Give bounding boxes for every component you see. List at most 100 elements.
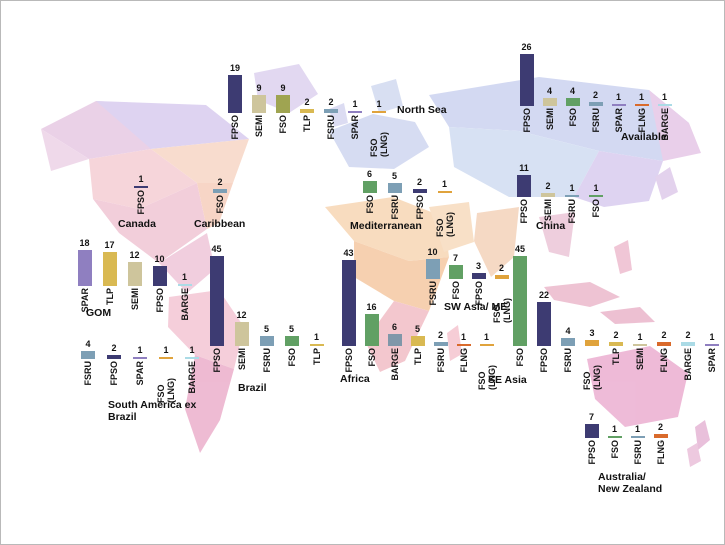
bar-china-fsru (565, 195, 579, 197)
bar-column: 43 (337, 242, 360, 346)
bar-canada-fpso (134, 186, 148, 188)
bar-column: 2 (536, 93, 560, 197)
bar-column: 6 (357, 89, 382, 193)
map-shape (329, 114, 429, 169)
category-label: FLNG (636, 108, 647, 133)
category-label-cell: FSO (508, 346, 532, 367)
category-label: FSRU (261, 348, 272, 373)
category-label-cell: FSO (360, 346, 383, 367)
bar-column: 2 (584, 2, 607, 106)
region-label-line: China (536, 220, 566, 232)
category-label: FLNG (458, 348, 469, 373)
category-label: FSO (366, 348, 377, 367)
category-label: SEMI (236, 348, 247, 371)
bar-se-asia-fpso (537, 302, 551, 346)
bars-row: 6 5 2 1 (357, 89, 457, 193)
map-shape (429, 202, 474, 252)
bar-value: 1 (376, 99, 382, 109)
category-label: SEMI (543, 199, 553, 222)
category-label: FSRU (435, 348, 446, 373)
bar-column: 9 (271, 9, 295, 113)
region-label-line: Brazil (238, 382, 267, 394)
bar-north-sea-semi (252, 95, 266, 113)
bar-available-semi (542, 98, 557, 106)
category-label: TLP (412, 348, 423, 365)
category-label-cell: FSO (603, 438, 626, 459)
map-shape (695, 420, 710, 450)
bars-row: 1 (129, 84, 153, 188)
bar-china-fpso (517, 175, 531, 197)
bar-column: 2 (676, 242, 700, 346)
category-label: FSO (591, 199, 601, 218)
category-labels-row: FPSO SEMI FSRU FSO TLP (204, 346, 329, 373)
bar-value: 43 (343, 248, 354, 258)
bar-value: 16 (366, 302, 377, 312)
bar-column: 2 (604, 242, 628, 346)
bar-value: 5 (391, 171, 397, 181)
bar-value: 10 (154, 254, 165, 264)
region-chart-se-asia: 45 22 4 3 2 1 2 2 1 FSO FPSO FSRU FSO (LNG) TLP SEMI FL… (508, 242, 724, 390)
category-label-cell: SPAR (607, 106, 630, 132)
region-label-se-asia: SE Asia (488, 374, 527, 386)
bar-north-sea-fso-lng (372, 111, 386, 113)
bar-australia-new-zealand-fso (607, 436, 622, 438)
bar-value: 1 (138, 174, 144, 184)
region-label-canada: Canada (118, 218, 156, 230)
bar-value: 45 (211, 244, 222, 254)
bar-column: 7 (580, 334, 603, 438)
bar-south-america-ex-brazil-fso-lng (159, 357, 173, 359)
bar-africa-fsru (433, 342, 448, 346)
map-shape (539, 212, 575, 257)
map-shape (96, 101, 249, 149)
category-label: FSRU (563, 348, 573, 373)
category-label-cell: BARGE (179, 359, 205, 394)
map-shape (600, 307, 655, 324)
bar-available-fsru (588, 102, 603, 106)
category-label: FSRU (632, 440, 643, 465)
category-label: SPAR (135, 361, 145, 386)
bar-value: 2 (328, 97, 334, 107)
category-label: TLP (302, 115, 312, 132)
bar-value: 6 (391, 322, 397, 332)
bar-brazil-fpso (209, 256, 224, 346)
bar-africa-barge (387, 334, 402, 346)
bars-row: 43 16 6 5 2 1 1 (337, 242, 498, 346)
category-label-cell: FSRU (421, 279, 444, 306)
category-label-cell: FSO (279, 346, 304, 367)
category-label-cell: SPAR (700, 346, 724, 372)
region-label-china: China (536, 220, 565, 232)
region-chart-caribbean: 2 FSO (208, 89, 232, 214)
bar-australia-new-zealand-flng (653, 434, 668, 438)
bar-value: 22 (538, 290, 549, 300)
bar-value: 2 (592, 90, 598, 100)
category-label-cell: FLNG (630, 106, 653, 133)
region-chart-available: 26 4 4 2 1 1 1 FPSO SEMI FSO FSRU SPAR FLNG BARGE (515, 2, 676, 141)
bar-africa-fso-lng (479, 344, 494, 346)
region-label-line: GOM (86, 307, 112, 319)
category-label-cell: FSO (444, 279, 467, 300)
bar-column: 2 (429, 242, 452, 346)
bar-column: 2 (101, 255, 127, 359)
category-label-cell: FPSO (337, 346, 360, 373)
bar-value: 7 (588, 412, 594, 422)
region-chart-canada: 1 FPSO (129, 84, 153, 215)
bar-value: 4 (85, 339, 91, 349)
bar-column: 1 (628, 242, 652, 346)
category-label-cell: FPSO (204, 346, 229, 373)
category-label: FSO (215, 195, 225, 214)
bar-value: 4 (569, 86, 575, 96)
bar-mediterranean-fso-lng (437, 191, 452, 193)
bar-value: 2 (613, 330, 619, 340)
category-label-cell: TLP (304, 346, 329, 365)
region-label-line: Australia/ (598, 471, 646, 483)
bar-caribbean-fso (213, 189, 227, 193)
category-labels-row: FSRU FPSO SPAR FSO (LNG) BARGE (75, 359, 205, 403)
bar-value: 4 (546, 86, 552, 96)
region-label-line: Mediterranean (350, 220, 422, 232)
region-chart-south-america-ex-brazil: 4 2 1 1 1 FSRU FPSO SPAR FSO (LNG) BARGE (75, 255, 205, 403)
bar-value: 1 (460, 332, 466, 342)
bars-row: 10 7 3 2 (421, 175, 513, 279)
bar-value: 1 (638, 92, 644, 102)
bar-value: 9 (280, 83, 286, 93)
bar-africa-fso (364, 314, 379, 346)
